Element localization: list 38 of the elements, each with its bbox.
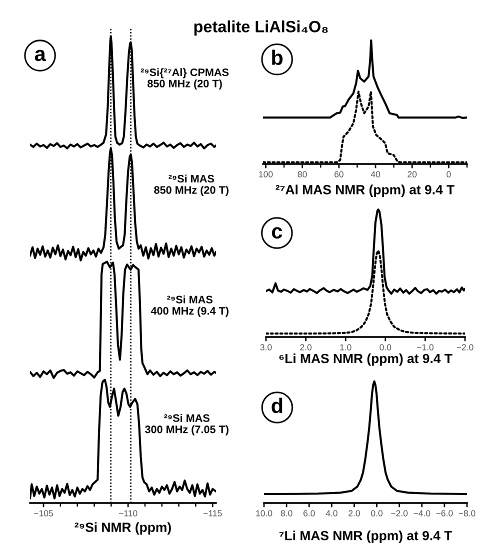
annotation: d <box>272 398 282 414</box>
x-tick-label: −6.0 <box>436 510 453 516</box>
annotation: b <box>272 50 283 66</box>
x-tick-label: 2.0 <box>300 344 312 350</box>
x-tick-label: 8.0 <box>280 510 292 516</box>
x-tick-label: −105 <box>34 510 54 516</box>
series-label: ²⁹Si{²⁷Al} CPMAS 850 MHz (20 T) <box>140 68 229 90</box>
x-tick-label: −8.0 <box>458 510 476 516</box>
x-axis-title: ²⁹Si NMR (ppm) <box>74 522 171 535</box>
x-tick-label: −1.0 <box>416 344 434 350</box>
series-label: ²⁹Si MAS 300 MHz (7.05 T) <box>144 414 228 436</box>
x-tick-label: 4.0 <box>326 510 338 516</box>
text: petalite LiAlSi₄O₈ <box>194 20 328 36</box>
x-tick-label: 40 <box>370 171 380 178</box>
x-tick-label: 6.0 <box>303 510 315 516</box>
x-tick-label: −110 <box>118 510 138 516</box>
x-axis-title: ²⁷Al MAS NMR (ppm) at 9.4 T <box>276 184 454 197</box>
x-tick-label: −4.0 <box>414 510 430 516</box>
x-tick-label: 100 <box>259 171 273 178</box>
annotation: c <box>272 227 282 239</box>
x-tick-label: 0 <box>446 171 451 178</box>
x-tick-label: 0.0 <box>380 344 392 350</box>
x-tick-label: 80 <box>298 171 307 178</box>
x-tick-label: −2.0 <box>391 510 408 516</box>
series-label: ²⁹Si MAS 850 MHz (20 T) <box>154 174 228 196</box>
x-tick-label: −115 <box>204 510 222 516</box>
x-tick-label: 10.0 <box>256 510 272 516</box>
x-tick-label: 60 <box>334 171 344 178</box>
x-tick-label: −2.0 <box>456 344 474 350</box>
x-axis-title: ⁶Li MAS NMR (ppm) at 9.4 T <box>279 353 452 366</box>
annotation: a <box>34 50 46 62</box>
x-tick-label: 1.0 <box>340 344 352 350</box>
series-label: ²⁹Si MAS 400 MHz (9.4 T) <box>150 295 228 317</box>
x-tick-label: 2.0 <box>348 510 360 516</box>
x-tick-label: 20 <box>408 171 417 178</box>
x-axis-title: ⁷Li MAS NMR (ppm) at 9.4 T <box>279 530 452 543</box>
x-tick-label: 0.0 <box>371 510 383 516</box>
x-tick-label: 3.0 <box>260 344 272 350</box>
